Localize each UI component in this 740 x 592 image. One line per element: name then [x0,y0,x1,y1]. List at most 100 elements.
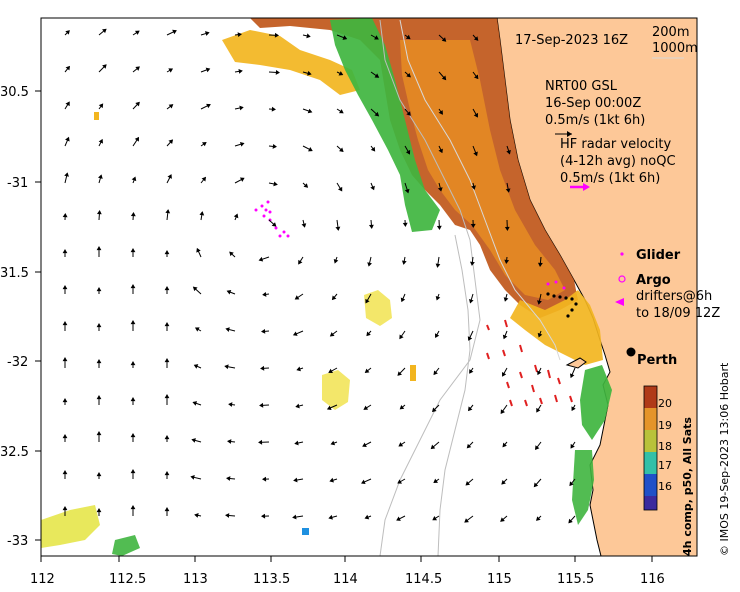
current-arrow-head [504,226,510,231]
current-arrow-head [501,372,507,377]
current-arrow-head [96,245,102,251]
current-arrow-head [96,286,102,292]
current-arrow-head [295,403,300,409]
colorbar-tick: 20 [658,397,672,410]
argo-label: Argo [636,273,671,288]
current-arrow-head [130,468,136,474]
current-arrow-head [438,110,443,115]
sst-pixel-blue [302,528,309,535]
current-arrow-head [535,445,540,450]
current-arrow-head [568,518,573,524]
current-arrow-head [239,105,244,111]
current-arrow-head [164,506,170,512]
y-tick-label: 31.5 [0,266,29,281]
current-arrow-head [433,478,439,484]
x-tick-label: 116 [640,572,665,587]
current-arrow-head [328,514,333,520]
current-arrow-head [397,479,402,484]
y-tick-label: 32.5 [0,445,29,460]
current-arrow-head [196,247,201,253]
current-arrow-head [370,146,376,152]
current-arrow-head [500,409,506,414]
current-arrow-head [437,187,443,192]
current-arrow-head [365,298,370,304]
current-arrow-head [368,224,374,229]
drifters-label: drifters@6h [636,289,712,304]
current-arrow-head [537,262,543,267]
current-arrow-head [465,480,471,486]
current-arrow-head [96,394,102,400]
sst-pixel-small [94,112,99,120]
current-arrow-head [62,505,68,511]
current-arrow-head [258,256,264,262]
current-arrow-head [168,139,174,144]
colorbar-tick: 17 [658,459,672,472]
current-arrow-head [225,327,230,333]
current-arrow-head [329,332,335,337]
current-arrow-head [168,104,174,109]
current-arrow-head [130,283,136,289]
current-arrow-head [130,504,136,510]
current-arrow-head [62,284,68,290]
current-arrow-head [405,34,411,40]
x-tick-label: 114 [333,572,358,587]
contour-200m-label: 200m [652,25,689,40]
current-arrow-head [307,108,313,114]
current-arrow-head [62,397,68,403]
current-arrow-head [102,64,107,69]
colorbar-title: 4h comp, p50, All Sats [681,417,694,556]
current-arrow-head [467,336,473,341]
current-arrow-head [292,331,298,336]
current-arrow-head [229,251,234,257]
current-arrow-head [470,223,476,228]
map-timestamp: 17-Sep-2023 16Z [515,33,628,48]
y-tick-label: -33 [7,534,28,549]
current-arrow-head [432,407,437,413]
y-tick-label: -32 [7,355,28,370]
current-arrow-head [303,183,309,188]
model-scale-label: 0.5m/s (1kt 6h) [545,113,645,128]
current-arrow-head [273,181,278,187]
current-arrow-head [501,480,506,485]
current-arrow-head [537,332,543,338]
current-arrow-head [331,295,337,301]
current-arrow-head [96,322,102,328]
current-arrow-head [500,517,505,522]
radar-scale-arrow-icon [570,183,590,191]
current-arrow-head [467,406,473,412]
current-arrow-head [239,142,245,147]
drifters-until-label: to 18/09 12Z [636,306,720,321]
current-arrow-head [293,477,298,483]
current-arrow-head [134,136,140,142]
current-arrow-head [335,226,341,231]
current-arrow-head [62,320,68,326]
current-arrow-head [435,295,441,301]
model-scale-arrow-icon [555,131,572,137]
current-arrow-head [406,72,411,78]
sst-green-north [330,18,440,232]
current-arrow-head [432,515,438,521]
current-arrow-head [167,174,172,179]
current-arrow-head [401,260,407,265]
current-arrow-head [98,138,103,144]
city-label-perth: Perth [637,353,677,368]
current-arrow-head [271,106,276,112]
current-arrow-head [164,321,170,327]
current-arrow-head [537,300,542,305]
current-arrow-head [130,319,136,325]
imos-credit: © IMOS 19-Sep-2023 13:06 Hobart [718,362,731,556]
current-arrow-head [226,289,232,295]
x-tick-label: 112 [30,572,55,587]
glider-track [254,200,566,290]
current-arrow-head [405,149,411,155]
current-arrow-head [227,439,232,444]
current-arrow-head [190,475,195,480]
current-arrow-head [165,209,171,214]
hf-radar-vectors [486,319,573,407]
current-arrow-head [361,479,366,484]
current-arrow-head [330,440,336,446]
current-arrow-head [503,297,509,302]
current-arrow-head [192,401,198,406]
current-arrow-head [307,70,312,76]
contour-200m [399,19,561,361]
